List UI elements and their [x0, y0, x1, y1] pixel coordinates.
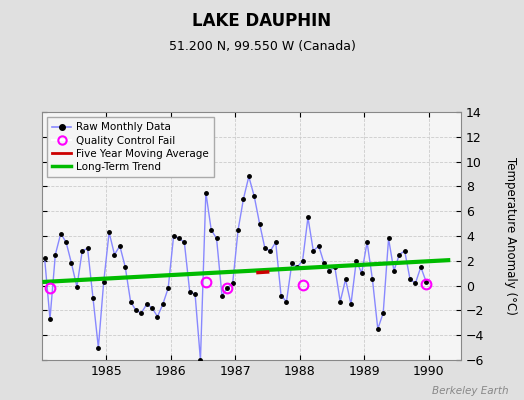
Legend: Raw Monthly Data, Quality Control Fail, Five Year Moving Average, Long-Term Tren: Raw Monthly Data, Quality Control Fail, … — [47, 117, 214, 177]
Text: Berkeley Earth: Berkeley Earth — [432, 386, 508, 396]
Text: LAKE DAUPHIN: LAKE DAUPHIN — [192, 12, 332, 30]
Text: 51.200 N, 99.550 W (Canada): 51.200 N, 99.550 W (Canada) — [169, 40, 355, 53]
Y-axis label: Temperature Anomaly (°C): Temperature Anomaly (°C) — [504, 157, 517, 315]
